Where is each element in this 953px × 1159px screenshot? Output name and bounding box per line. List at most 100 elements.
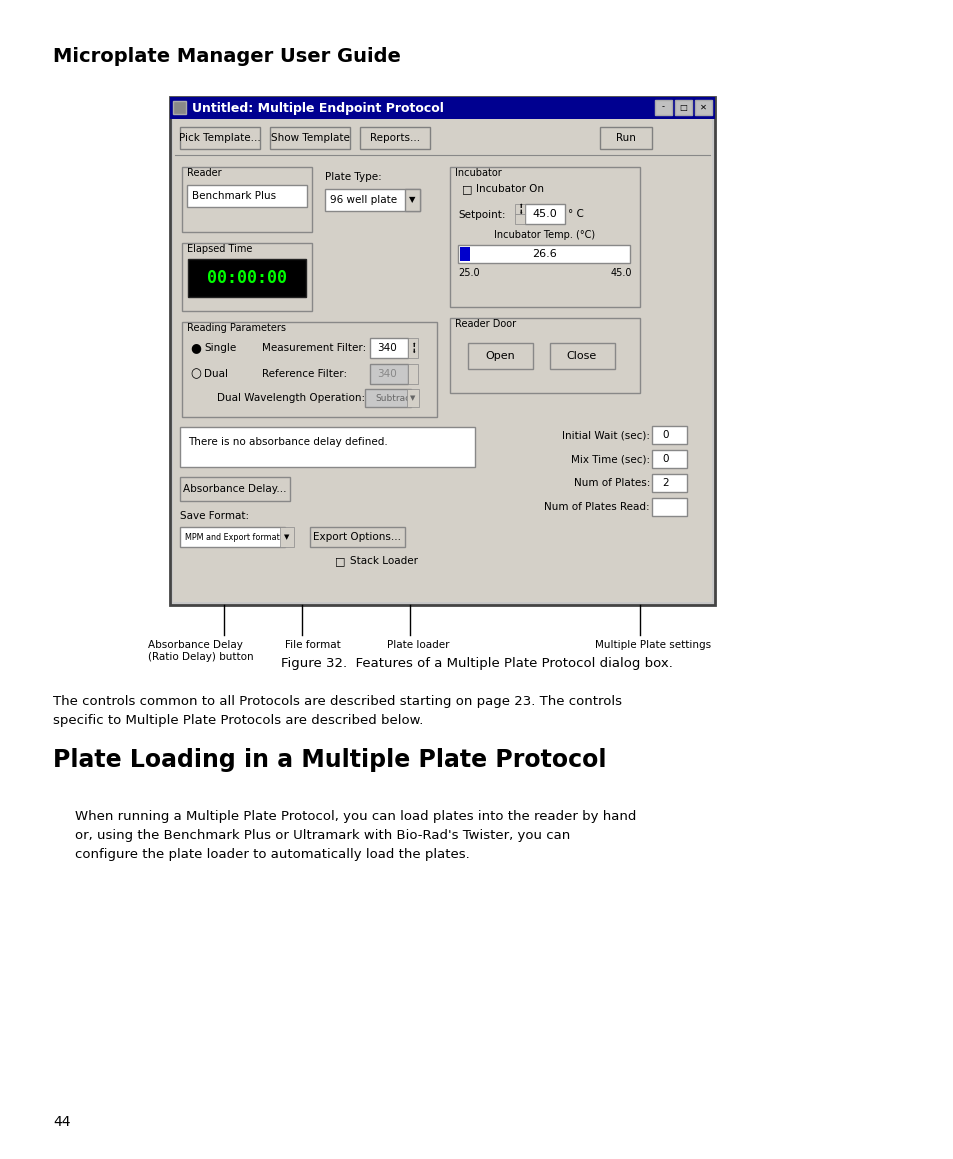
- Text: ▼: ▼: [410, 395, 416, 401]
- Text: □: □: [679, 102, 686, 111]
- Bar: [515, 214, 524, 224]
- Text: Plate Loading in a Multiple Plate Protocol: Plate Loading in a Multiple Plate Protoc…: [53, 748, 606, 772]
- Bar: [370, 364, 408, 384]
- Text: Absorbance Delay
(Ratio Delay) button: Absorbance Delay (Ratio Delay) button: [148, 640, 253, 662]
- Text: Reports...: Reports...: [370, 133, 419, 143]
- FancyBboxPatch shape: [450, 167, 639, 307]
- Text: -: -: [660, 102, 664, 111]
- Bar: [651, 498, 686, 516]
- Text: ○: ○: [190, 367, 201, 380]
- Text: Microplate Manager User Guide: Microplate Manager User Guide: [53, 48, 400, 66]
- Bar: [365, 389, 411, 407]
- Text: Incubator: Incubator: [455, 168, 501, 178]
- Text: 26.6: 26.6: [532, 249, 557, 258]
- Text: Pick Template...: Pick Template...: [179, 133, 260, 143]
- Bar: [180, 527, 285, 547]
- Text: File format: File format: [285, 640, 340, 650]
- Bar: [651, 427, 686, 444]
- Text: 45.0: 45.0: [610, 268, 631, 278]
- Text: Incubator On: Incubator On: [476, 184, 543, 194]
- Text: ▼: ▼: [284, 534, 290, 540]
- FancyBboxPatch shape: [182, 243, 312, 311]
- Text: Dual Wavelength Operation:: Dual Wavelength Operation:: [216, 393, 365, 403]
- Text: 340: 340: [376, 343, 396, 353]
- Text: ⬆
⬇: ⬆ ⬇: [410, 343, 415, 353]
- Bar: [651, 474, 686, 493]
- Bar: [408, 364, 417, 384]
- Bar: [405, 189, 419, 211]
- Bar: [280, 527, 294, 547]
- Text: Elapsed Time: Elapsed Time: [187, 245, 253, 254]
- Text: Single: Single: [204, 343, 236, 353]
- Text: Benchmark Plus: Benchmark Plus: [192, 191, 275, 201]
- Text: Absorbance Delay...: Absorbance Delay...: [183, 484, 287, 494]
- Text: Plate loader: Plate loader: [387, 640, 449, 650]
- Bar: [310, 527, 405, 547]
- Bar: [675, 100, 691, 115]
- Bar: [655, 100, 671, 115]
- Text: Save Format:: Save Format:: [180, 511, 249, 522]
- Text: Export Options...: Export Options...: [313, 532, 400, 542]
- Text: 96 well plate: 96 well plate: [330, 195, 396, 205]
- Text: When running a Multiple Plate Protocol, you can load plates into the reader by h: When running a Multiple Plate Protocol, …: [75, 810, 636, 861]
- Text: Num of Plates Read:: Num of Plates Read:: [544, 502, 649, 512]
- Text: Plate Type:: Plate Type:: [325, 172, 381, 182]
- Text: Show Template: Show Template: [271, 133, 349, 143]
- Bar: [170, 97, 714, 119]
- Bar: [180, 427, 475, 467]
- Bar: [359, 127, 430, 150]
- Text: Dual: Dual: [204, 369, 228, 379]
- Bar: [370, 338, 408, 358]
- Text: Measurement Filter:: Measurement Filter:: [262, 343, 366, 353]
- Text: Mix Time (sec):: Mix Time (sec):: [570, 454, 649, 464]
- Text: Close: Close: [566, 351, 597, 360]
- Bar: [180, 478, 290, 501]
- Text: ✕: ✕: [699, 102, 706, 111]
- Text: Untitled: Multiple Endpoint Protocol: Untitled: Multiple Endpoint Protocol: [192, 102, 443, 115]
- Bar: [515, 204, 524, 214]
- Text: Open: Open: [485, 351, 515, 360]
- Text: ▼: ▼: [408, 196, 415, 204]
- Text: Subtract: Subtract: [375, 394, 414, 402]
- Bar: [187, 185, 307, 207]
- Text: Figure 32.  Features of a Multiple Plate Protocol dialog box.: Figure 32. Features of a Multiple Plate …: [281, 657, 672, 670]
- Text: 0: 0: [661, 454, 668, 464]
- Bar: [172, 119, 711, 602]
- Text: 00:00:00: 00:00:00: [207, 269, 287, 287]
- Text: 25.0: 25.0: [457, 268, 479, 278]
- Text: 2: 2: [661, 478, 668, 488]
- Bar: [550, 343, 615, 369]
- Bar: [524, 204, 564, 224]
- Text: 44: 44: [53, 1115, 71, 1129]
- Text: Reader Door: Reader Door: [455, 319, 516, 329]
- Bar: [651, 450, 686, 468]
- Text: ⬆
⬇: ⬆ ⬇: [517, 204, 521, 214]
- Bar: [457, 245, 629, 263]
- Bar: [459, 247, 470, 261]
- Bar: [188, 258, 306, 297]
- FancyBboxPatch shape: [182, 322, 436, 417]
- FancyBboxPatch shape: [450, 318, 639, 393]
- Text: Num of Plates:: Num of Plates:: [573, 478, 649, 488]
- Text: Reader: Reader: [187, 168, 221, 178]
- Text: ●: ●: [190, 342, 201, 355]
- Bar: [270, 127, 350, 150]
- Bar: [172, 101, 186, 114]
- Text: Multiple Plate settings: Multiple Plate settings: [595, 640, 710, 650]
- Bar: [325, 189, 419, 211]
- Bar: [408, 338, 417, 358]
- Text: The controls common to all Protocols are described starting on page 23. The cont: The controls common to all Protocols are…: [53, 695, 621, 727]
- Text: Run: Run: [616, 133, 636, 143]
- Bar: [180, 127, 260, 150]
- Bar: [407, 389, 418, 407]
- Text: MPM and Export format: MPM and Export format: [185, 532, 279, 541]
- Text: Reference Filter:: Reference Filter:: [262, 369, 347, 379]
- FancyBboxPatch shape: [182, 167, 312, 232]
- Text: 45.0: 45.0: [532, 209, 557, 219]
- Text: Setpoint:: Setpoint:: [457, 210, 505, 220]
- Text: ° C: ° C: [567, 209, 583, 219]
- Bar: [599, 127, 651, 150]
- Text: There is no absorbance delay defined.: There is no absorbance delay defined.: [188, 437, 387, 447]
- Text: Stack Loader: Stack Loader: [350, 556, 417, 566]
- Text: □: □: [461, 184, 472, 194]
